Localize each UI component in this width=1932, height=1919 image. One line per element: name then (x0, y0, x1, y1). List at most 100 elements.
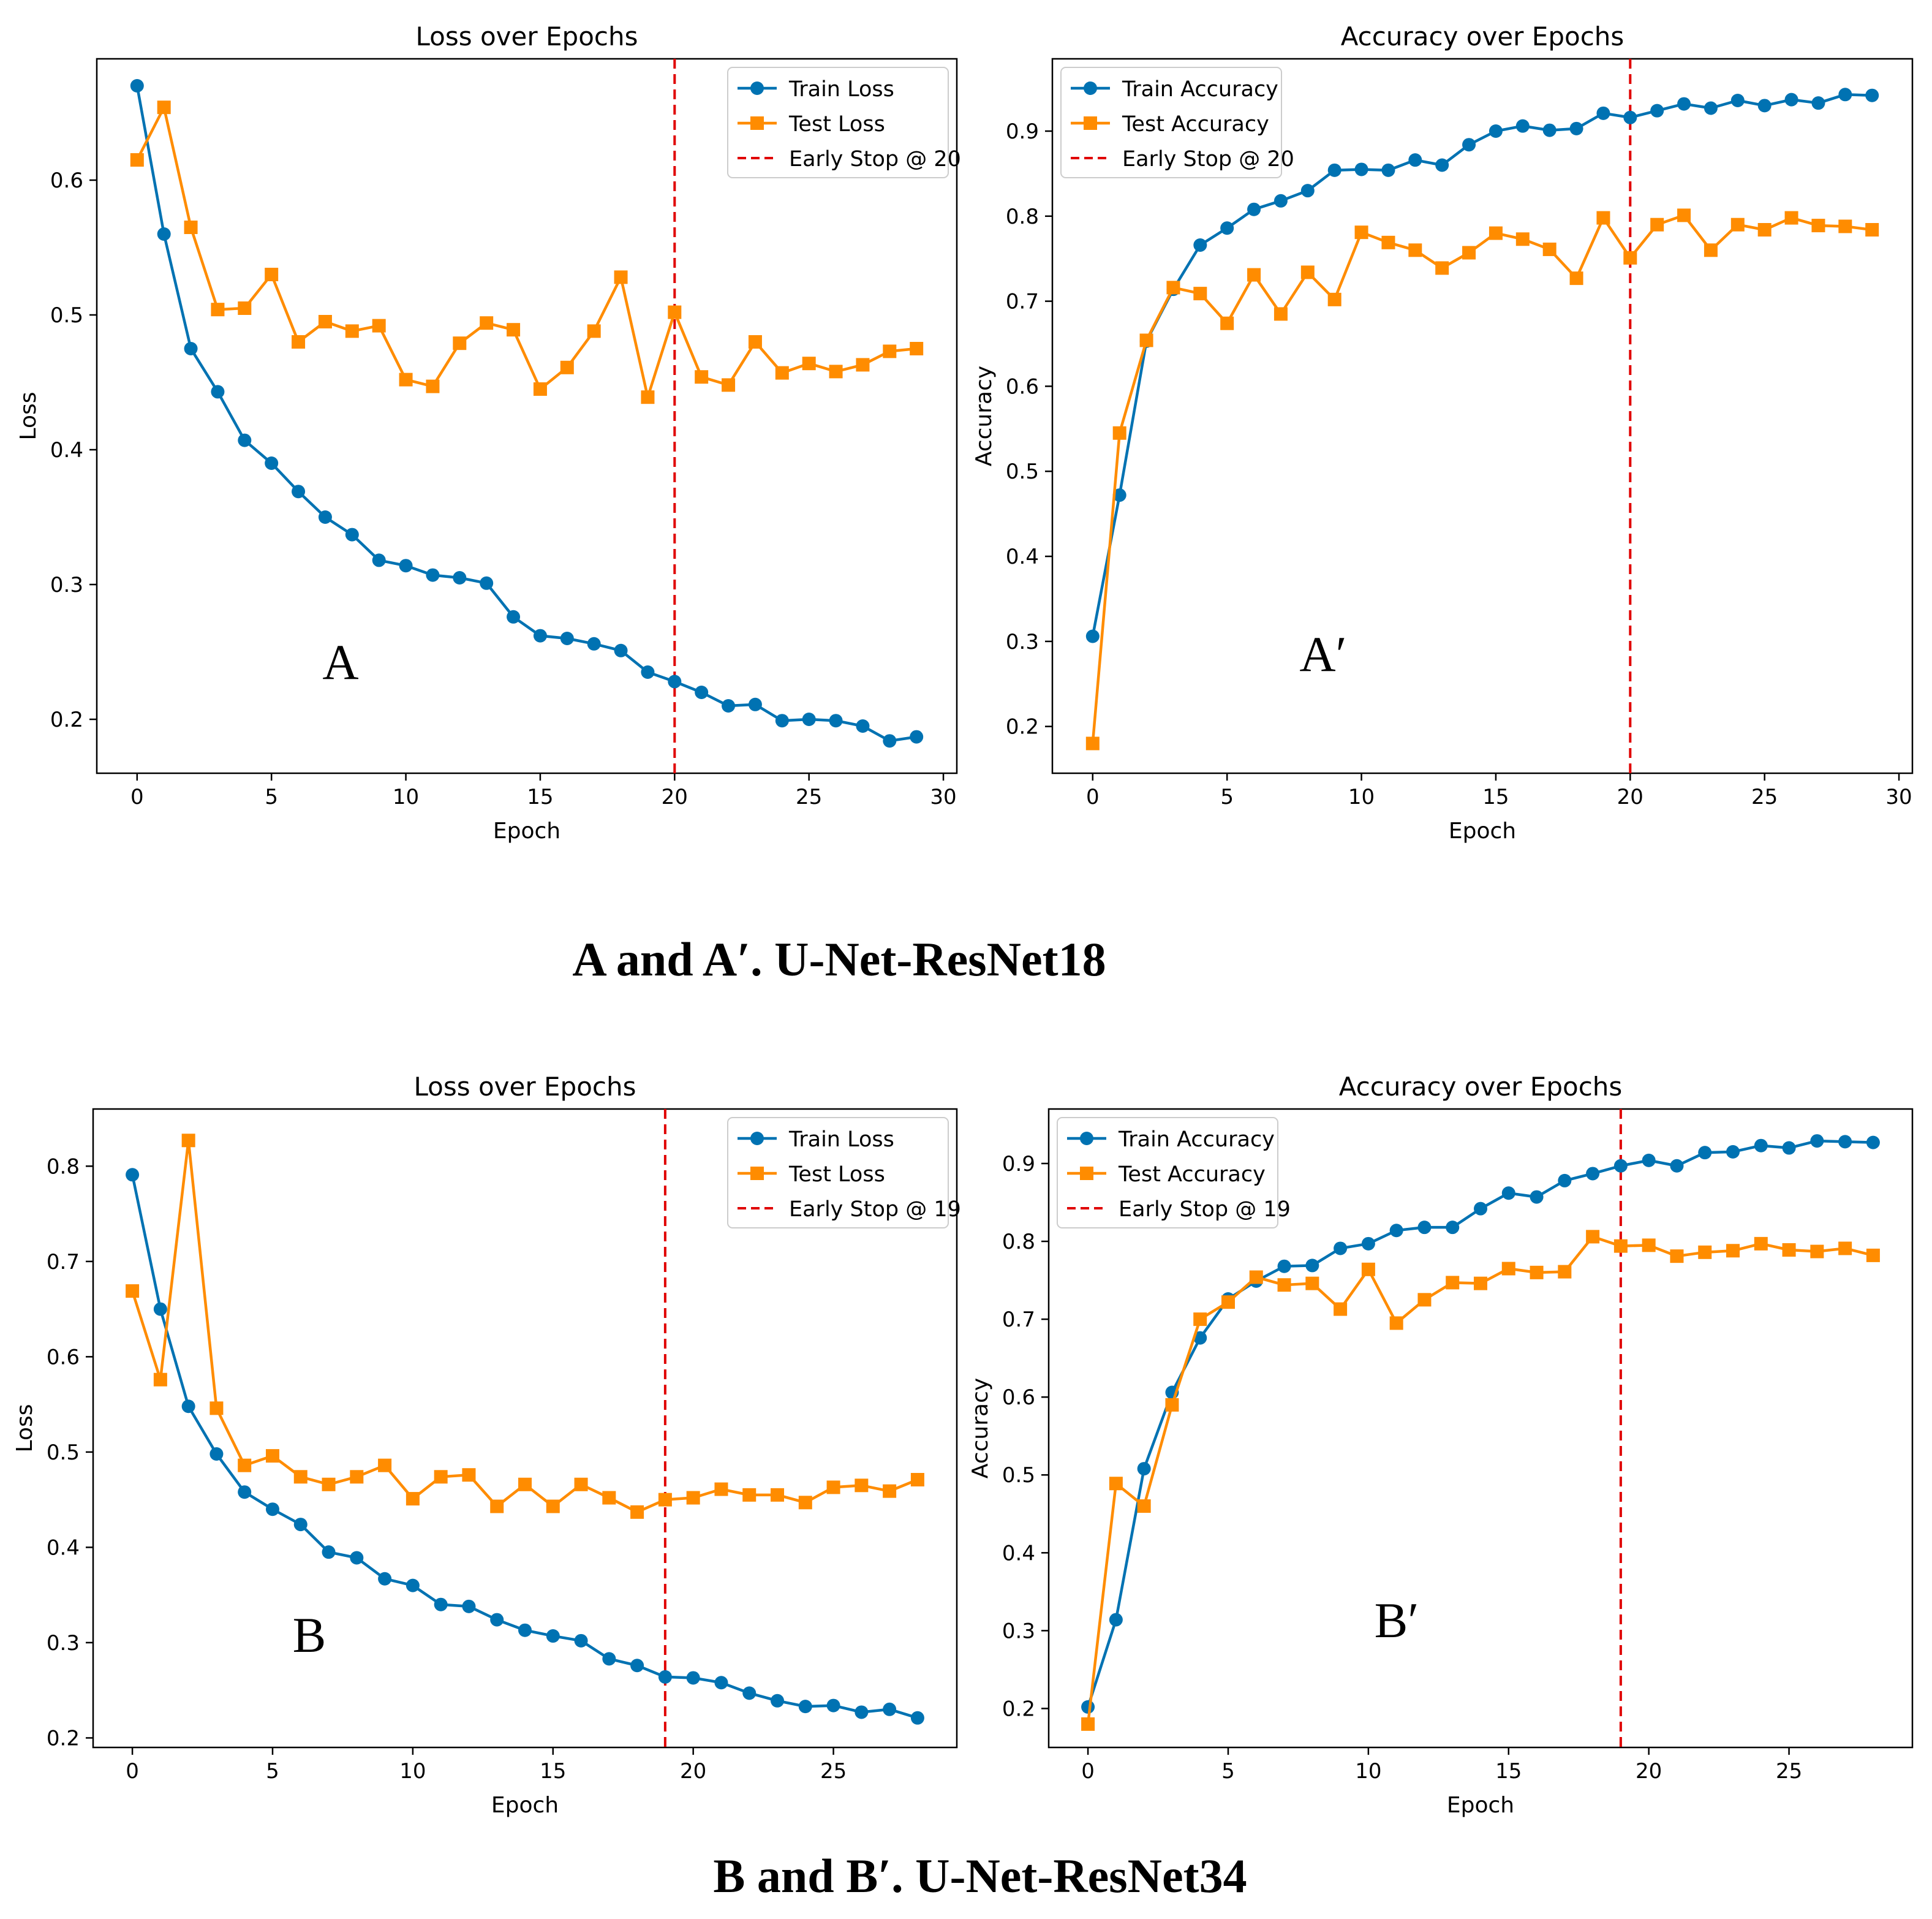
legend-label-early-stop: Early Stop @ 19 (789, 1197, 961, 1222)
data-point-train (1327, 163, 1341, 177)
x-tick-label: 15 (527, 785, 553, 809)
y-tick-label: 0.3 (1006, 630, 1039, 654)
x-tick-label: 25 (796, 785, 822, 809)
x-tick-label: 25 (820, 1759, 847, 1784)
data-point-test (1784, 211, 1798, 225)
data-point-test (1166, 281, 1180, 295)
data-point-test (574, 1477, 588, 1491)
data-point-test (209, 1401, 224, 1415)
data-point-test (292, 335, 306, 349)
data-point-train (1623, 110, 1637, 124)
y-tick-label: 0.6 (1006, 374, 1039, 399)
x-tick-label: 30 (1885, 785, 1912, 809)
data-point-test (1838, 1241, 1852, 1255)
data-point-train (434, 1597, 448, 1611)
data-point-test (1558, 1265, 1572, 1279)
data-point-train (1865, 88, 1879, 102)
data-point-train (560, 632, 574, 645)
y-tick-label: 0.9 (1002, 1152, 1035, 1176)
data-point-test (184, 221, 198, 234)
plot-frame (96, 58, 958, 774)
data-point-train (1381, 163, 1395, 177)
chart-a-loss-resnet18: Loss over Epochs 0 5 10 15 20 25 30 0.2 0.3 0.4 0.5… (16, 21, 961, 844)
data-point-train (507, 610, 521, 624)
x-tick-label: 20 (1617, 785, 1643, 809)
x-tick-label: 5 (1220, 785, 1234, 809)
data-point-train (546, 1629, 560, 1643)
x-tick-label: 5 (1221, 1759, 1235, 1784)
data-point-test (265, 268, 279, 281)
legend-box (1057, 1117, 1278, 1228)
panel-label: B (293, 1607, 326, 1663)
data-point-test (1754, 1236, 1768, 1251)
data-point-train (1698, 1146, 1712, 1160)
data-point-train (1811, 96, 1825, 110)
data-point-train (910, 1711, 924, 1725)
legend-box (1060, 67, 1282, 178)
chart-title: Accuracy over Epochs (1339, 1072, 1623, 1102)
data-point-train (668, 675, 682, 689)
data-point-test (1247, 268, 1261, 282)
data-point-test (1361, 1262, 1375, 1276)
legend-marker-test (1080, 1167, 1093, 1180)
data-point-test (1139, 333, 1153, 347)
y-tick-label: 0.6 (50, 168, 83, 193)
data-point-test (490, 1499, 504, 1513)
data-point-test (1300, 265, 1315, 279)
x-axis-label: Epoch (491, 1793, 559, 1818)
data-point-test (350, 1470, 364, 1484)
data-point-train (1838, 1135, 1852, 1149)
data-point-train (1085, 629, 1100, 643)
data-point-train (775, 714, 789, 728)
data-point-test (399, 373, 413, 387)
data-point-test (130, 153, 144, 167)
data-point-train (1193, 1331, 1207, 1345)
data-point-train (293, 1518, 308, 1532)
data-point-train (1501, 1186, 1515, 1200)
data-point-train (856, 719, 870, 733)
data-point-test (602, 1491, 616, 1505)
legend-marker-train (1084, 81, 1097, 95)
x-tick-label: 10 (1348, 785, 1375, 809)
panel-label: B′ (1375, 1592, 1419, 1648)
data-point-test (1417, 1293, 1432, 1307)
x-tick-label: 0 (130, 785, 144, 809)
data-point-train (153, 1302, 167, 1316)
data-point-train (798, 1700, 812, 1714)
caption-top: A and A′. U-Net-ResNet18 (572, 933, 1106, 986)
data-point-train (1137, 1462, 1151, 1476)
y-tick-label: 0.7 (1006, 290, 1039, 314)
data-point-train (480, 576, 494, 590)
legend-label-train: Train Loss (788, 1127, 894, 1152)
data-point-train (372, 553, 386, 567)
data-point-train (641, 665, 655, 679)
data-point-train (614, 643, 628, 657)
data-point-train (209, 1447, 224, 1461)
data-point-train (695, 686, 709, 699)
data-point-train (802, 713, 816, 726)
data-point-test (318, 315, 332, 328)
data-point-test (1305, 1276, 1319, 1290)
data-point-train (658, 1670, 672, 1684)
data-point-test (153, 1372, 167, 1387)
y-tick-label: 0.7 (47, 1250, 80, 1274)
data-point-train (126, 1168, 140, 1182)
data-point-train (714, 1676, 728, 1690)
legend-label-early-stop: Early Stop @ 19 (1119, 1197, 1291, 1222)
data-point-test (1838, 219, 1852, 233)
data-point-test (1220, 316, 1234, 330)
data-point-test (1408, 243, 1422, 257)
data-point-train (1726, 1145, 1740, 1159)
x-tick-label: 0 (126, 1759, 139, 1784)
data-point-test (658, 1493, 672, 1507)
data-point-test (883, 1484, 897, 1498)
data-point-test (1334, 1302, 1348, 1316)
y-tick-label: 0.5 (1002, 1463, 1035, 1488)
data-point-train (490, 1613, 504, 1627)
legend-label-early-stop: Early Stop @ 20 (1122, 147, 1294, 172)
chart-title: Accuracy over Epochs (1341, 21, 1624, 51)
data-point-test (238, 301, 252, 315)
data-point-train (518, 1623, 532, 1637)
data-point-train (1474, 1202, 1487, 1216)
data-point-train (1782, 1141, 1796, 1155)
